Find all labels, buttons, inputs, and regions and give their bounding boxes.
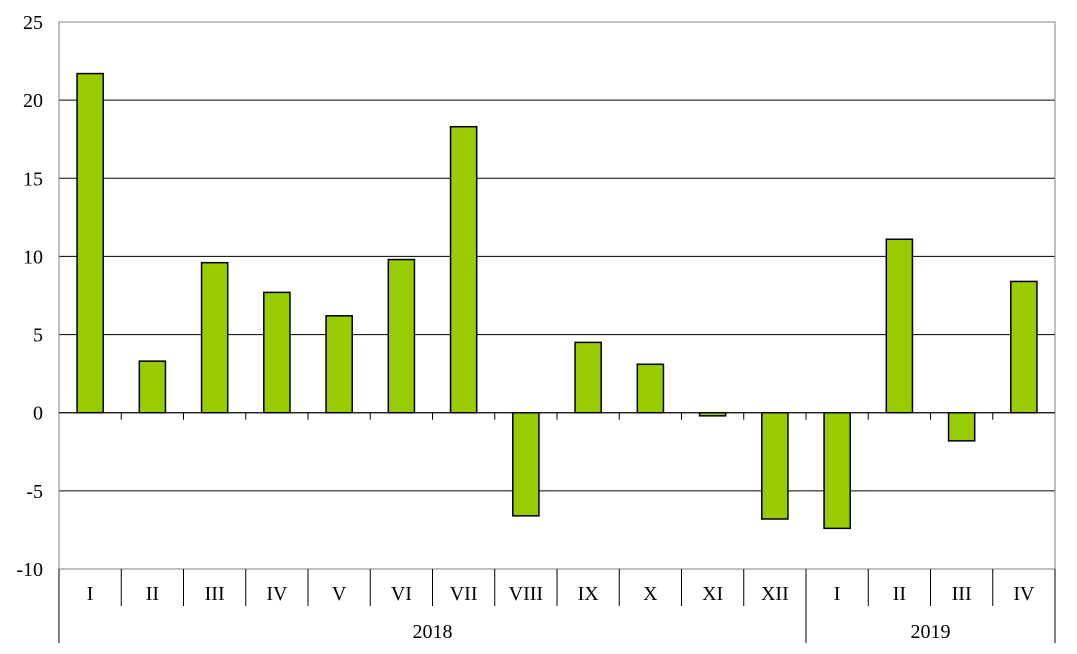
y-axis-ticks: -10 -5 0 5 10 15 20 25: [16, 12, 43, 581]
bar: [76, 72, 104, 414]
y-tick-label: 5: [33, 325, 43, 347]
x-tick-label: II: [146, 583, 159, 605]
y-tick-label: 15: [23, 168, 43, 190]
bar: [200, 261, 229, 414]
y-tick-label: -10: [16, 559, 43, 581]
x-tick-label: IV: [266, 583, 288, 605]
x-tick-label: IX: [578, 583, 600, 605]
group-label: 2018: [413, 621, 453, 643]
bar: [947, 411, 976, 442]
x-tick-label: X: [643, 583, 658, 605]
x-tick-label: III: [205, 583, 225, 605]
x-axis: [58, 412, 1056, 643]
x-tick-label: VIII: [509, 583, 543, 605]
group-label: 2019: [911, 621, 951, 643]
bar: [761, 411, 789, 520]
x-tick-label: III: [952, 583, 972, 605]
bar: [885, 238, 914, 414]
bar: [138, 360, 167, 414]
bar: [636, 363, 665, 414]
y-tick-label: 25: [23, 12, 43, 34]
x-tick-label: II: [893, 583, 906, 605]
bar: [574, 341, 602, 414]
x-tick-label: IV: [1013, 583, 1035, 605]
y-tick-label: 20: [23, 90, 43, 112]
x-tick-label: VI: [391, 583, 412, 605]
y-tick-label: 10: [23, 246, 43, 268]
x-tick-label: V: [332, 583, 347, 605]
x-tick-label: I: [87, 583, 94, 605]
bar: [1010, 280, 1038, 414]
bars: [76, 72, 1038, 530]
bar: [512, 411, 540, 517]
y-tick-label: -5: [26, 481, 43, 503]
bar: [823, 411, 851, 530]
x-tick-label: XII: [761, 583, 789, 605]
y-tick-label: 0: [33, 403, 43, 425]
bar: [449, 125, 478, 414]
bar: [325, 315, 353, 414]
bar: [387, 258, 416, 414]
x-tick-label: XI: [702, 583, 723, 605]
bar: [263, 291, 291, 414]
x-tick-label: VII: [450, 583, 478, 605]
x-tick-label: I: [834, 583, 841, 605]
